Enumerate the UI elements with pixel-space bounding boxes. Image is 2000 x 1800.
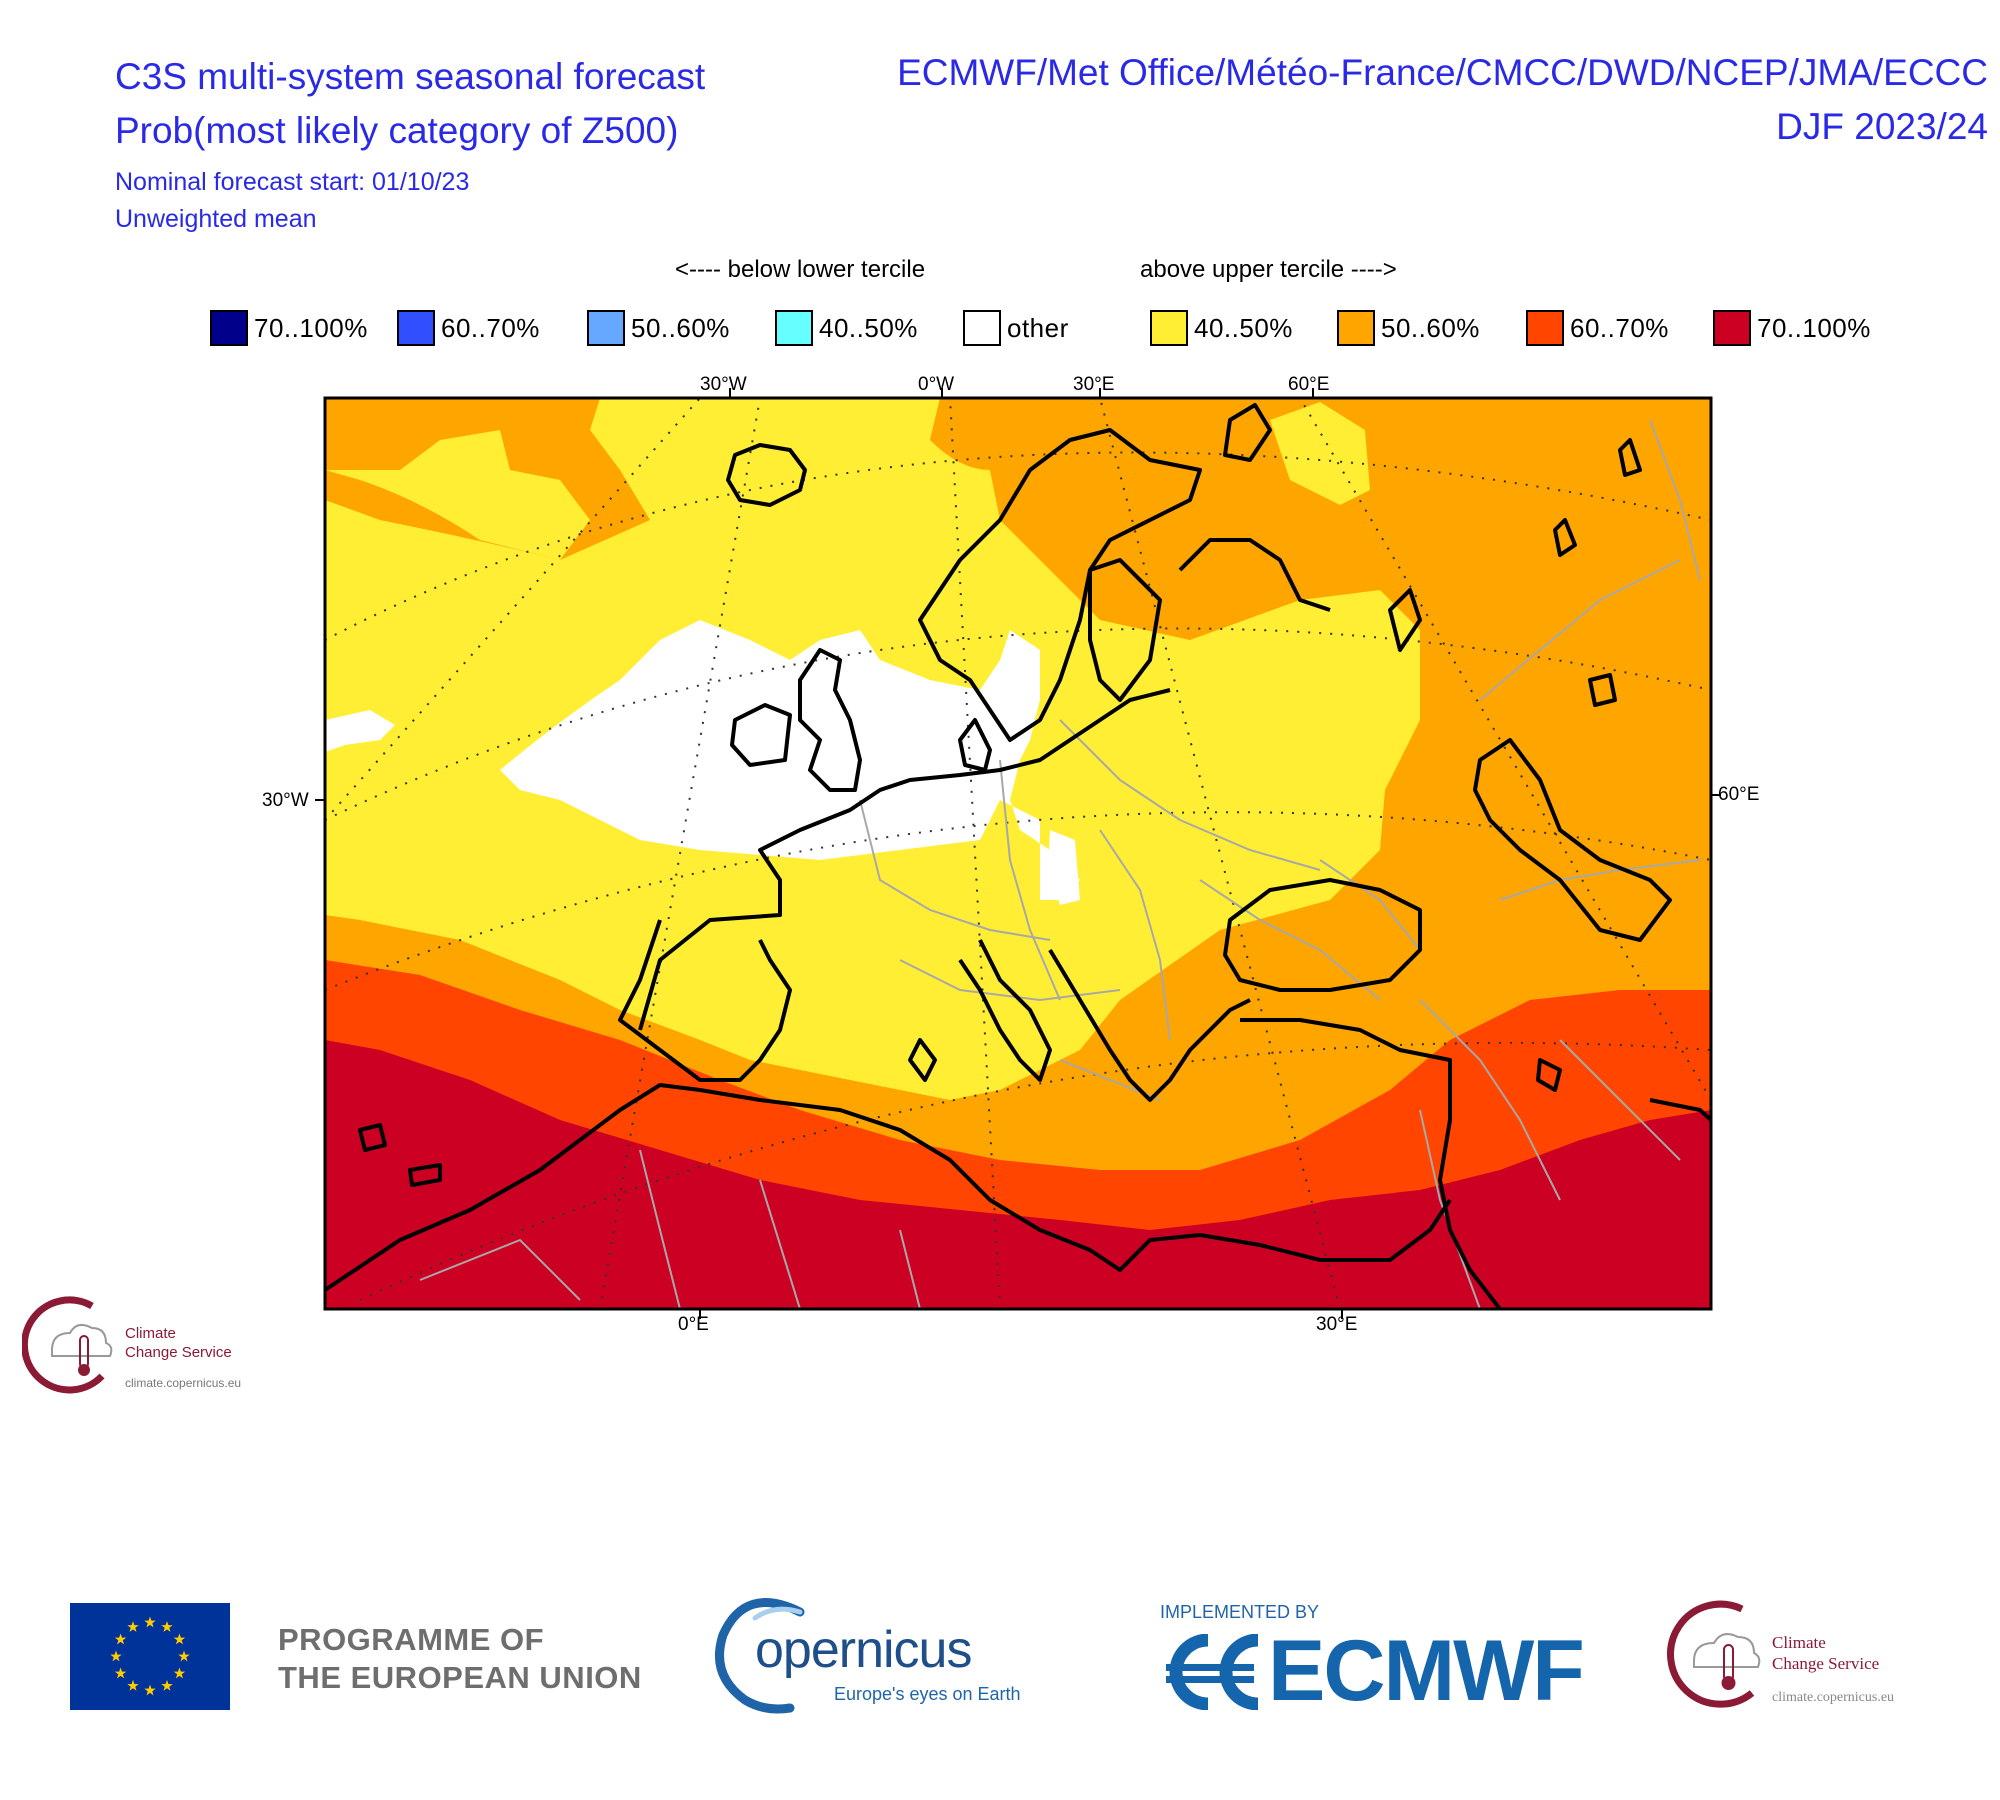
field-40-50-northeast (1270, 402, 1370, 505)
field-other-atlantic (500, 620, 1080, 900)
c3s-large-name-1: Climate (1772, 1633, 1826, 1652)
bottom-label-30e: 30°E (1316, 1314, 1357, 1335)
copernicus-swoosh-icon (715, 1598, 805, 1714)
eu-star (144, 1616, 156, 1628)
eu-programme-line-2: THE EUROPEAN UNION (278, 1660, 642, 1695)
eu-flag-icon (70, 1603, 230, 1710)
map-ticks (315, 388, 1721, 1319)
weighting-label: Unweighted mean (115, 205, 317, 233)
footer-logos: PROGRAMME OF THE EUROPEAN UNION opernicu… (0, 1560, 2000, 1740)
forecast-map: 30°W 0°W 30°E 60°E 30°W 60°E 0°E 30°E (262, 374, 1759, 1335)
field-other-small (1048, 830, 1080, 905)
legend-label: 50..60% (631, 312, 730, 343)
eu-star (127, 1621, 139, 1632)
field-40-50-northwest (325, 430, 590, 560)
legend-swatch (210, 310, 248, 346)
legend-label: 40..50% (1194, 312, 1293, 343)
eu-star (110, 1650, 122, 1662)
legend-above-caption: above upper tercile ----> (1140, 256, 1397, 283)
title-line-1: C3S multi-system seasonal forecast (115, 56, 706, 97)
legend-swatch (587, 310, 625, 346)
eu-programme-line-1: PROGRAMME OF (278, 1622, 545, 1657)
legend-item-above-60-70: 60..70% (1526, 308, 1669, 348)
legend-label: other (1007, 312, 1069, 343)
eu-star (144, 1684, 156, 1696)
map-field (325, 398, 1711, 1309)
bottom-label-0e: 0°E (678, 1314, 709, 1335)
eu-star (161, 1621, 173, 1632)
implemented-by-label: IMPLEMENTED BY (1160, 1602, 1320, 1622)
legend-swatch (397, 310, 435, 346)
right-label-60e: 60°E (1718, 784, 1759, 805)
eu-star (178, 1650, 190, 1662)
eu-star (173, 1633, 186, 1645)
contributing-centres: ECMWF/Met Office/Météo-France/CMCC/DWD/N… (897, 52, 1988, 93)
legend-item-above-70-100: 70..100% (1713, 308, 1871, 348)
legend-item-below-60-70: 60..70% (397, 308, 540, 348)
legend-swatch (1526, 310, 1564, 346)
c3s-logo-small: Climate Change Service climate.copernicu… (22, 1288, 302, 1398)
top-label-30w: 30°W (700, 374, 747, 395)
legend-item-above-40-50: 40..50% (1150, 308, 1293, 348)
legend-label: 40..50% (819, 312, 918, 343)
c3s-small-name-1: Climate (125, 1325, 176, 1342)
legend-label: 70..100% (1757, 312, 1871, 343)
c3s-small-url: climate.copernicus.eu (125, 1376, 242, 1390)
c3s-large-name-2: Change Service (1772, 1654, 1880, 1673)
copernicus-tagline: Europe's eyes on Earth (834, 1684, 1021, 1704)
legend-item-below-70-100: 70..100% (210, 308, 368, 348)
top-label-60e: 60°E (1288, 374, 1329, 395)
legend-label: 70..100% (254, 312, 368, 343)
ecmwf-word: ECMWF (1268, 1623, 1585, 1719)
field-other-west (325, 710, 395, 752)
left-label-30w: 30°W (262, 790, 309, 811)
eu-star (173, 1667, 186, 1679)
ecmwf-emblem-icon (1166, 1634, 1259, 1710)
legend-swatch (1713, 310, 1751, 346)
c3s-large-url: climate.copernicus.eu (1772, 1690, 1895, 1705)
legend-swatch (963, 310, 1001, 346)
copernicus-word: opernicus (755, 1621, 972, 1679)
legend-swatch (1150, 310, 1188, 346)
legend-item-other: other (963, 308, 1069, 348)
title-line-2: Prob(most likely category of Z500) (115, 110, 679, 151)
legend-item-below-40-50: 40..50% (775, 308, 918, 348)
eu-star (161, 1679, 173, 1691)
eu-star (114, 1633, 127, 1645)
c3s-emblem-large (1667, 1600, 1761, 1708)
nominal-forecast-start: Nominal forecast start: 01/10/23 (115, 168, 470, 196)
legend: 70..100% 60..70% 50..60% 40..50% other 4… (210, 308, 1910, 348)
top-label-30e: 30°E (1073, 374, 1114, 395)
legend-item-below-50-60: 50..60% (587, 308, 730, 348)
eu-star (114, 1667, 127, 1679)
coastlines (325, 403, 1711, 1309)
eu-star (127, 1679, 139, 1691)
map-frame (323, 396, 1713, 1311)
legend-label: 60..70% (441, 312, 540, 343)
legend-swatch (1337, 310, 1375, 346)
c3s-small-name-2: Change Service (125, 1344, 232, 1361)
legend-label: 60..70% (1570, 312, 1669, 343)
legend-below-caption: <---- below lower tercile (675, 256, 926, 283)
graticule (325, 398, 1711, 1309)
legend-swatch (775, 310, 813, 346)
legend-label: 50..60% (1381, 312, 1480, 343)
field-70-100 (325, 1040, 1711, 1309)
c3s-emblem-small (22, 1296, 113, 1394)
legend-item-above-50-60: 50..60% (1337, 308, 1480, 348)
country-borders (419, 419, 1701, 1309)
top-label-0w: 0°W (918, 374, 954, 395)
season-label: DJF 2023/24 (1776, 106, 1988, 147)
